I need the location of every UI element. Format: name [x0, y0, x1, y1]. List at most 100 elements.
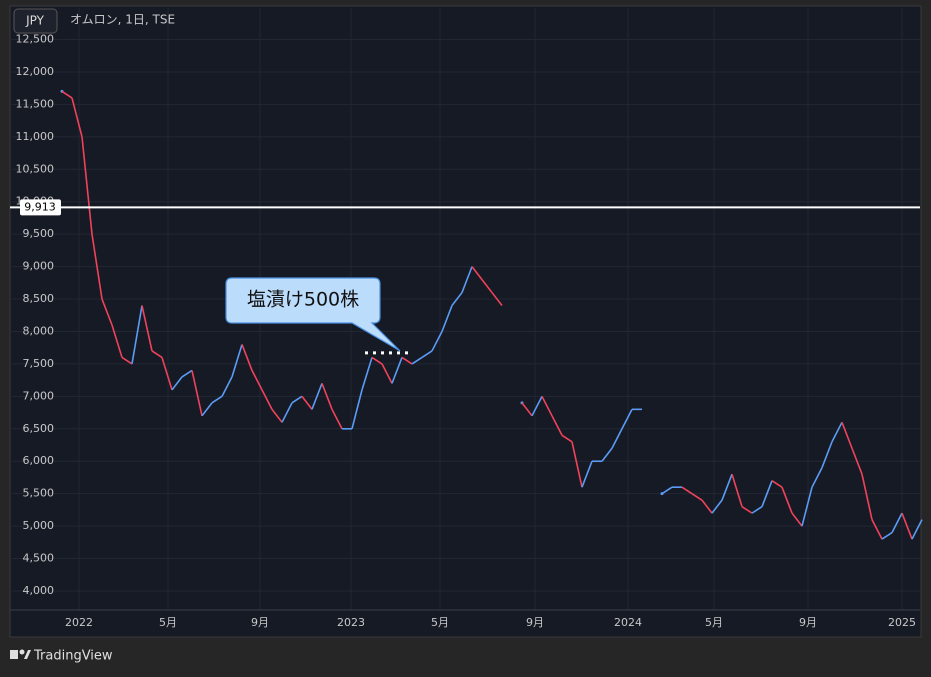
- price-segment: [561, 434, 573, 443]
- price-segment: [741, 505, 753, 514]
- price-label: 9,913: [24, 200, 56, 213]
- price-segment: [721, 473, 733, 501]
- price-segment: [581, 460, 593, 488]
- price-marks: [60, 89, 923, 540]
- y-tick-label: 9,000: [23, 260, 55, 273]
- price-segment: [361, 357, 373, 391]
- logo: [10, 649, 31, 659]
- callout-text: 塩漬け500株: [247, 289, 359, 311]
- price-segment: [891, 512, 903, 533]
- y-tick-label: 11,000: [16, 130, 55, 143]
- price-segment: [181, 369, 193, 378]
- price-segment: [521, 402, 533, 417]
- price-segment: [861, 474, 873, 520]
- price-segment: [911, 519, 923, 540]
- price-segment: [661, 486, 673, 495]
- price-segment: [471, 266, 483, 281]
- price-segment: [701, 499, 713, 514]
- price-segment: [841, 422, 853, 449]
- price-segment: [491, 292, 503, 307]
- price-segment: [431, 331, 443, 352]
- price-segment: [851, 447, 863, 475]
- price-segment: [531, 395, 543, 417]
- price-segment: [601, 447, 613, 462]
- price-label-box: [20, 199, 61, 216]
- price-segment: [711, 499, 723, 514]
- price-segment: [831, 421, 843, 443]
- y-tick-label: 12,000: [16, 65, 55, 78]
- price-segment: [901, 512, 913, 540]
- price-segment: [121, 356, 133, 365]
- x-tick-label: 9月: [526, 616, 544, 629]
- y-tick-label: 10,500: [16, 162, 55, 175]
- price-segment: [411, 356, 423, 365]
- plot-background: [9, 5, 922, 638]
- price-segment: [481, 279, 493, 294]
- y-tick-label: 6,500: [23, 422, 55, 435]
- price-segment: [171, 376, 183, 391]
- y-tick-label: 7,000: [23, 389, 55, 402]
- price-segment: [191, 370, 203, 416]
- x-tick-label: 9月: [799, 616, 817, 629]
- price-segment: [621, 408, 633, 430]
- y-tick-label: 4,000: [23, 584, 55, 597]
- y-tick-label: 12,500: [16, 33, 55, 46]
- price-segment: [331, 408, 343, 430]
- x-tick-label: 2022: [65, 616, 93, 629]
- y-tick-label: 8,500: [23, 292, 55, 305]
- price-segment: [241, 344, 253, 371]
- price-segment: [761, 480, 773, 507]
- y-tick-label: 8,000: [23, 324, 55, 337]
- x-tick-label: 5月: [159, 616, 177, 629]
- price-segment: [421, 350, 433, 359]
- price-segment: [551, 415, 563, 436]
- price-segment: [781, 486, 793, 514]
- price-segment: [71, 97, 83, 138]
- price-segment: [461, 266, 473, 293]
- price-segment: [141, 305, 153, 352]
- brand: TradingView: [33, 649, 113, 664]
- price-segment: [391, 357, 403, 384]
- symbol-info: オムロン, 1日, TSE: [70, 13, 175, 27]
- price-segment: [351, 389, 363, 429]
- x-tick-label: 2025: [888, 616, 916, 629]
- price-segment: [261, 389, 273, 410]
- price-segment: [201, 402, 213, 417]
- price-segment: [101, 298, 113, 326]
- price-segment: [251, 370, 263, 391]
- price-segment: [321, 383, 333, 410]
- overlay: 4,000 4,500 5,000 5,500 6,000 6,500 7,000 7,500…: [10, 33, 920, 629]
- price-segment: [61, 90, 73, 99]
- price-segment: [151, 350, 163, 359]
- price-segment: [771, 480, 783, 488]
- price-segment: [291, 395, 303, 404]
- price-segment: [371, 356, 383, 365]
- price-segment: [881, 531, 893, 540]
- price-segment: [821, 441, 833, 469]
- price-segment: [221, 376, 233, 397]
- price-segment: [211, 395, 223, 404]
- x-tick-label: 2023: [337, 616, 365, 629]
- price-segment: [311, 383, 323, 410]
- y-tick-label: 11,500: [16, 97, 55, 110]
- y-tick-label: 5,000: [23, 519, 55, 532]
- y-tick-label: 6,000: [23, 454, 55, 467]
- price-segment: [451, 292, 463, 307]
- price-segment: [811, 467, 823, 488]
- price-segment: [401, 356, 413, 365]
- price-segment: [81, 136, 93, 235]
- price-segment: [871, 519, 883, 540]
- price-segment: [381, 363, 393, 384]
- price-segment: [281, 402, 293, 423]
- currency-button[interactable]: [13, 8, 58, 34]
- price-segment: [571, 441, 583, 488]
- price-segment: [111, 324, 123, 358]
- price-segment: [691, 493, 703, 501]
- price-segment: [271, 408, 283, 423]
- x-tick-label: 5月: [705, 616, 723, 629]
- currency[interactable]: JPY: [25, 14, 45, 28]
- x-tick-label: 2024: [614, 616, 642, 629]
- y-tick-label: 9,500: [23, 227, 55, 240]
- price-segment: [731, 473, 743, 507]
